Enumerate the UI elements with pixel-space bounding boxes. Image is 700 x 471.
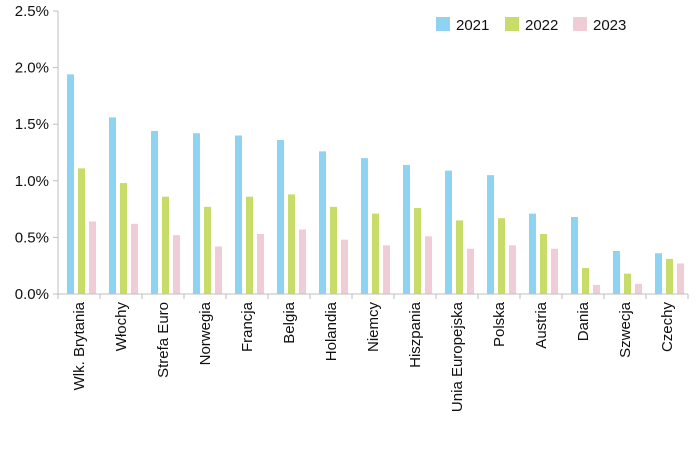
- legend-label: 2023: [593, 17, 626, 34]
- bar-2023-13: [635, 283, 642, 294]
- bar-2021-10: [487, 175, 494, 294]
- x-tick-label: Holandia: [323, 301, 340, 361]
- bar-2023-12: [593, 284, 600, 294]
- x-tick-label: Polska: [491, 301, 508, 347]
- bar-2023-9: [467, 248, 474, 294]
- bar-2022-10: [498, 218, 505, 294]
- x-axis: Wlk. Brytania Włochy Strefa Euro Norwegia Fr…: [57, 293, 689, 412]
- bar-2022-14: [666, 258, 673, 294]
- bar-2021-7: [361, 158, 368, 294]
- bar-2023-1: [131, 223, 138, 294]
- x-tick-label: Wlk. Brytania: [71, 301, 88, 390]
- bar-2023-3: [215, 246, 222, 294]
- legend-label: 2022: [525, 17, 558, 34]
- bar-2021-11: [529, 213, 536, 294]
- bar-2023-4: [257, 234, 264, 294]
- legend-swatch-2023: [573, 17, 587, 31]
- bar-2022-8: [414, 207, 421, 294]
- y-tick-label: 0.5%: [15, 229, 49, 246]
- legend-label: 2021: [456, 17, 489, 34]
- y-tick-label: 2.0%: [15, 60, 49, 77]
- bar-2022-5: [288, 194, 295, 294]
- bar-2023-14: [677, 263, 684, 294]
- bar-2023-5: [299, 229, 306, 294]
- x-tick-label: Szwecja: [617, 301, 634, 358]
- legend: 2021 2022 2023: [436, 17, 626, 34]
- bar-2022-7: [372, 213, 379, 294]
- x-tick-label: Hiszpania: [407, 301, 424, 368]
- bar-2022-9: [456, 220, 463, 294]
- y-tick-label: 1.0%: [15, 173, 49, 190]
- x-tick-label: Unia Europejska: [449, 301, 466, 412]
- bar-2022-4: [246, 196, 253, 294]
- bar-2021-14: [655, 253, 662, 294]
- bars: [67, 74, 684, 295]
- bar-2021-0: [67, 74, 74, 294]
- bar-2021-4: [235, 135, 242, 294]
- bar-2023-2: [173, 235, 180, 294]
- bar-2021-12: [571, 217, 578, 294]
- bar-2022-1: [120, 183, 127, 294]
- x-tick-label: Dania: [575, 301, 592, 341]
- bar-2023-11: [551, 248, 558, 294]
- bar-2023-7: [383, 245, 390, 294]
- x-tick-label: Strefa Euro: [155, 302, 172, 378]
- x-tick-label: Norwegia: [197, 301, 214, 365]
- x-tick-label: Austria: [533, 301, 550, 348]
- legend-swatch-2021: [436, 17, 450, 31]
- bar-2021-13: [613, 250, 620, 294]
- x-tick-label: Francja: [239, 301, 256, 352]
- y-tick-label: 0.0%: [15, 286, 49, 303]
- bar-2022-2: [162, 196, 169, 294]
- bar-2022-0: [78, 168, 85, 294]
- bar-2021-9: [445, 170, 452, 294]
- bar-2021-2: [151, 130, 158, 294]
- bar-2021-5: [277, 140, 284, 294]
- bar-2022-13: [624, 273, 631, 294]
- bar-2022-3: [204, 206, 211, 294]
- bar-2021-6: [319, 151, 326, 294]
- x-tick-label: Niemcy: [365, 302, 382, 353]
- x-tick-label: Belgia: [281, 301, 298, 343]
- bar-2022-6: [330, 206, 337, 294]
- legend-swatch-2022: [505, 17, 519, 31]
- bar-2021-3: [193, 133, 200, 294]
- bar-2021-8: [403, 164, 410, 294]
- bar-2022-11: [540, 234, 547, 294]
- bar-2021-1: [109, 117, 116, 295]
- y-axis: 0.0% 0.5% 1.0% 1.5% 2.0% 2.5%: [15, 3, 59, 303]
- x-tick-label: Włochy: [113, 302, 130, 352]
- y-tick-label: 2.5%: [15, 3, 49, 20]
- x-tick-label: Czechy: [659, 302, 676, 353]
- bar-2022-12: [582, 267, 589, 294]
- y-tick-label: 1.5%: [15, 116, 49, 133]
- bar-2023-0: [89, 221, 96, 294]
- bar-2023-6: [341, 239, 348, 294]
- bar-2023-8: [425, 236, 432, 294]
- bar-2023-10: [509, 245, 516, 294]
